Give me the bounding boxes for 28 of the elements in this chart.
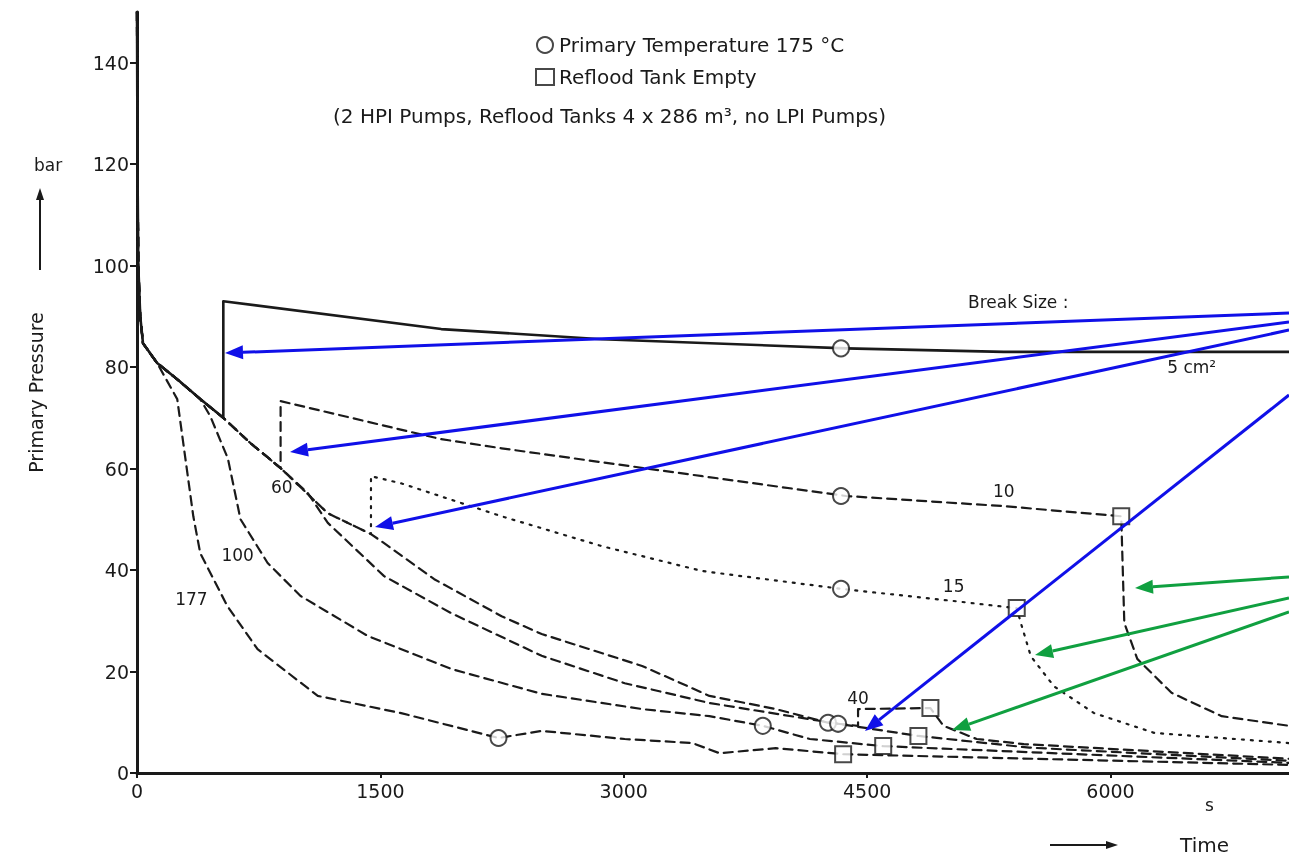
x-tick-label: 4500 [842, 779, 892, 802]
y-tick-label: 0 [116, 762, 129, 784]
x-tick-label: 6000 [1086, 779, 1135, 802]
y-tick-label: 100 [92, 254, 129, 277]
y-axis-title: Primary Pressure [24, 312, 47, 473]
y-tick-label: 40 [104, 559, 129, 582]
y-tick-label: 140 [92, 51, 129, 74]
annotation: Break Size : [968, 291, 1069, 312]
text: (2 HPI Pumps, Reflood Tanks 4 x 286 m³, no LPI Pumps) [333, 104, 887, 128]
series-label: 177 [175, 588, 208, 609]
x-tick-label: 0 [130, 779, 144, 802]
series-label: 40 [847, 688, 869, 709]
series-label: 15 [942, 575, 965, 596]
x-tick-label: 1500 [356, 779, 405, 802]
legend-label: Primary Temperature 175 °C [559, 33, 845, 57]
legend-label: Reflood Tank Empty [559, 65, 757, 89]
series-label: 10 [992, 480, 1015, 501]
series-label: 60 [270, 477, 293, 498]
series-label: 100 [221, 545, 254, 566]
x-axis-title: Time [1179, 833, 1229, 855]
x-tick-label: 3000 [599, 779, 648, 802]
y-tick-label: 80 [104, 356, 129, 379]
y-tick-label: 60 [104, 457, 129, 480]
series-label: 5 cm² [1167, 357, 1217, 378]
text: bar [34, 154, 63, 175]
y-tick-label: 120 [92, 153, 129, 176]
text: s [1205, 794, 1214, 815]
y-tick-label: 20 [104, 660, 129, 683]
